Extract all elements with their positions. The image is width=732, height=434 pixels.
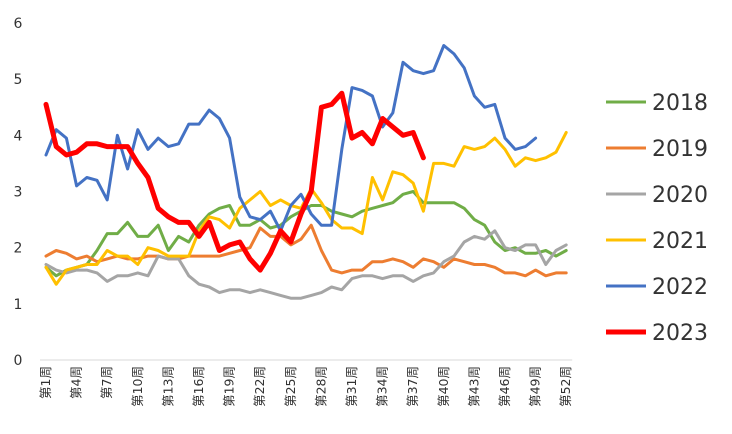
- y-tick-label: 5: [14, 72, 23, 88]
- x-tick-label: 第25周: [283, 366, 298, 407]
- x-tick-label: 第22周: [252, 366, 267, 407]
- x-tick-label: 第13周: [160, 366, 175, 407]
- x-tick-label: 第52周: [558, 366, 573, 407]
- x-tick-label: 第16周: [191, 366, 206, 407]
- x-tick-label: 第19周: [222, 366, 237, 407]
- x-tick-label: 第31周: [344, 366, 359, 407]
- series-lines: [43, 44, 568, 300]
- series-line-2020: [44, 229, 568, 300]
- y-tick-label: 2: [14, 241, 23, 257]
- x-tick-label: 第49周: [528, 366, 543, 407]
- legend-label-2020: 2020: [652, 183, 708, 208]
- legend-label-2023: 2023: [652, 321, 708, 346]
- x-tick-label: 第1周: [38, 366, 53, 399]
- x-tick-label: 第28周: [313, 366, 328, 407]
- series-line-2023: [43, 90, 426, 273]
- y-tick-label: 4: [14, 128, 23, 144]
- x-tick-label: 第34周: [375, 366, 390, 407]
- x-tick-label: 第40周: [436, 366, 451, 407]
- y-tick-label: 3: [14, 185, 23, 201]
- legend-label-2019: 2019: [652, 137, 708, 162]
- legend: 2018 2019 2020 2021 2022 2023: [606, 91, 708, 346]
- y-axis-ticks: 0 1 2 3 4 5 6: [14, 16, 23, 369]
- series-line-2022: [44, 44, 538, 233]
- x-tick-label: 第10周: [130, 366, 145, 407]
- x-axis-ticks: 第1周 第4周 第7周 第10周 第13周 第16周 第19周 第22周 第25周 第28周 第31…: [38, 366, 573, 407]
- x-tick-label: 第37周: [405, 366, 420, 407]
- y-tick-label: 1: [14, 297, 23, 313]
- y-tick-label: 6: [14, 16, 23, 32]
- legend-label-2018: 2018: [652, 91, 708, 116]
- x-tick-label: 第4周: [69, 366, 84, 399]
- legend-label-2022: 2022: [652, 275, 708, 300]
- y-tick-label: 0: [14, 353, 23, 369]
- x-tick-label: 第7周: [99, 366, 114, 399]
- x-tick-label: 第43周: [466, 366, 481, 407]
- x-tick-label: 第46周: [497, 366, 512, 407]
- legend-label-2021: 2021: [652, 229, 708, 254]
